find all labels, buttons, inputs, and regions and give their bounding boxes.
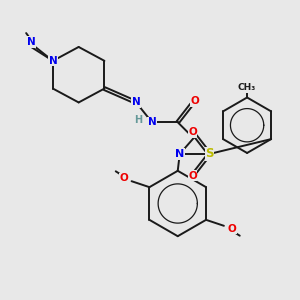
Text: CH₃: CH₃ xyxy=(238,83,256,92)
Text: N: N xyxy=(175,149,184,159)
Text: S: S xyxy=(205,148,214,160)
Text: N: N xyxy=(27,37,35,47)
Text: O: O xyxy=(190,97,199,106)
Text: O: O xyxy=(188,171,197,181)
Text: O: O xyxy=(188,127,197,137)
Text: O: O xyxy=(227,224,236,234)
Text: N: N xyxy=(148,117,156,127)
Text: N: N xyxy=(49,56,57,66)
Text: H: H xyxy=(134,115,142,125)
Text: N: N xyxy=(132,98,140,107)
Text: O: O xyxy=(119,173,128,183)
